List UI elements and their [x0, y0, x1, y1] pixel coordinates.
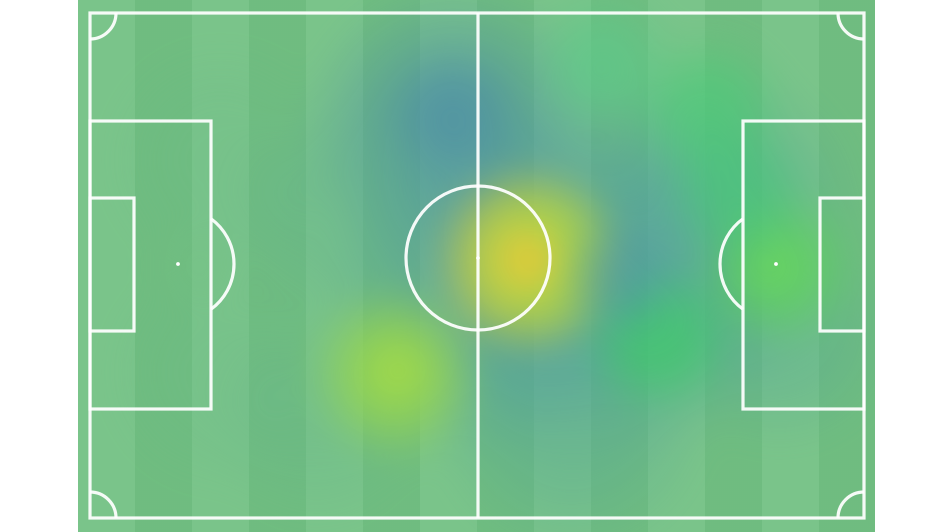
pitch-surface: [78, 0, 875, 532]
heat-blob: [750, 241, 803, 294]
left-letterbox-mask: [0, 0, 78, 532]
right-letterbox-mask: [875, 0, 945, 532]
heat-blob: [387, 52, 518, 183]
heat-density-overlay: [78, 0, 875, 532]
heat-blob: [366, 342, 427, 403]
heat-blob: [498, 232, 555, 289]
heat-blob: [557, 214, 683, 340]
heat-blob: [157, 225, 238, 307]
